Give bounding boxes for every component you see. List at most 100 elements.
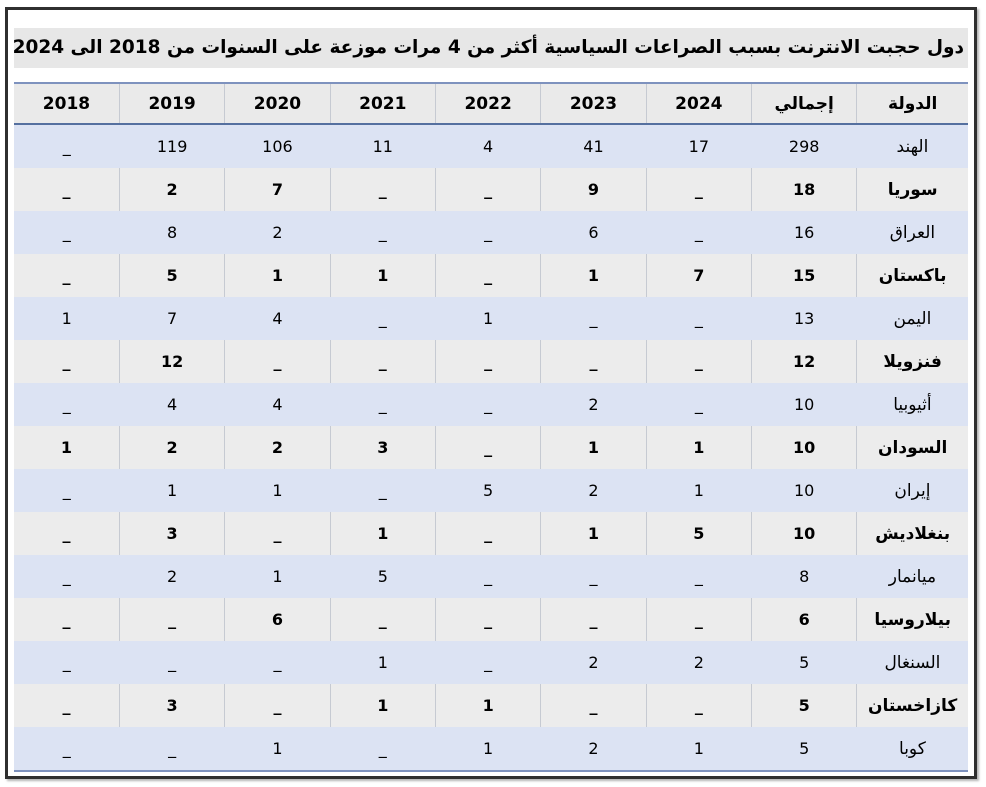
table-row: السودان 10 1 1 _ 3 2 2 1 xyxy=(14,426,968,469)
country-cell: العراق xyxy=(856,211,968,254)
header-row: الدولة إجمالي 2024 2023 2022 2021 2020 2019 2018 xyxy=(14,82,968,125)
value-cell: 18 xyxy=(751,168,858,211)
value-cell: 12 xyxy=(751,340,858,383)
value-cell: _ xyxy=(14,727,120,772)
value-cell: _ xyxy=(435,254,542,297)
country-cell: بيلاروسيا xyxy=(856,598,968,641)
value-cell: 41 xyxy=(540,124,647,168)
value-cell: _ xyxy=(330,168,436,211)
value-cell: _ xyxy=(540,598,647,641)
value-cell: _ xyxy=(330,383,436,426)
value-cell: 1 xyxy=(330,512,436,555)
value-cell: 3 xyxy=(119,512,226,555)
table-row: ميانمار 8 _ _ _ 5 1 2 _ xyxy=(14,555,968,598)
value-cell: 12 xyxy=(119,340,226,383)
value-cell: 6 xyxy=(224,598,331,641)
value-cell: 6 xyxy=(751,598,858,641)
value-cell: _ xyxy=(119,727,225,772)
value-cell: 10 xyxy=(751,383,857,426)
value-cell: _ xyxy=(119,641,225,684)
value-cell: 15 xyxy=(751,254,858,297)
table-row: إيران 10 1 2 5 _ 1 1 _ xyxy=(14,469,968,512)
table-row: كوبا 5 1 2 1 _ 1 _ _ xyxy=(14,727,968,772)
value-cell: 1 xyxy=(119,469,225,512)
value-cell: 2 xyxy=(119,555,225,598)
value-cell: 7 xyxy=(224,168,331,211)
value-cell: 2 xyxy=(119,426,226,469)
value-cell: 2 xyxy=(646,641,752,684)
table-row: بيلاروسيا 6 _ _ _ _ 6 _ _ xyxy=(14,598,968,641)
value-cell: _ xyxy=(435,555,541,598)
value-cell: _ xyxy=(119,598,226,641)
value-cell: _ xyxy=(646,598,753,641)
country-cell: سوريا xyxy=(856,168,968,211)
value-cell: _ xyxy=(435,211,541,254)
table-row: فنزويلا 12 _ _ _ _ _ 12 _ xyxy=(14,340,968,383)
country-cell: بنغلاديش xyxy=(856,512,968,555)
value-cell: _ xyxy=(224,684,331,727)
table-row: العراق 16 _ 6 _ _ 2 8 _ xyxy=(14,211,968,254)
value-cell: 4 xyxy=(119,383,225,426)
column-header: 2018 xyxy=(14,82,120,125)
value-cell: _ xyxy=(224,340,331,383)
value-cell: 1 xyxy=(330,684,436,727)
table-row: بنغلاديش 10 5 1 _ 1 _ 3 _ xyxy=(14,512,968,555)
value-cell: _ xyxy=(435,641,541,684)
country-cell: ميانمار xyxy=(856,555,968,598)
value-cell: _ xyxy=(646,340,753,383)
value-cell: 4 xyxy=(224,383,331,426)
value-cell: 5 xyxy=(751,727,857,772)
value-cell: 5 xyxy=(435,469,541,512)
value-cell: 17 xyxy=(646,124,752,168)
value-cell: 5 xyxy=(646,512,753,555)
value-cell: _ xyxy=(14,555,120,598)
value-cell: 7 xyxy=(646,254,753,297)
value-cell: _ xyxy=(14,340,120,383)
value-cell: _ xyxy=(14,641,120,684)
value-cell: 8 xyxy=(751,555,857,598)
country-cell: إيران xyxy=(856,469,968,512)
value-cell: 5 xyxy=(751,641,857,684)
value-cell: 2 xyxy=(224,211,331,254)
value-cell: 5 xyxy=(751,684,858,727)
value-cell: _ xyxy=(330,211,436,254)
value-cell: 1 xyxy=(646,426,753,469)
internet-shutdowns-table: الدولة إجمالي 2024 2023 2022 2021 2020 2019 2018… xyxy=(14,82,968,772)
column-header: إجمالي xyxy=(751,82,858,125)
country-cell: السودان xyxy=(856,426,968,469)
value-cell: _ xyxy=(646,168,753,211)
value-cell: _ xyxy=(224,641,331,684)
value-cell: 1 xyxy=(540,512,647,555)
value-cell: 1 xyxy=(330,254,436,297)
table-row: السنغال 5 2 2 _ 1 _ _ _ xyxy=(14,641,968,684)
value-cell: 4 xyxy=(435,124,541,168)
country-cell: باكستان xyxy=(856,254,968,297)
value-cell: _ xyxy=(14,598,120,641)
table-row: أثيوبيا 10 _ 2 _ _ 4 4 _ xyxy=(14,383,968,426)
value-cell: 1 xyxy=(540,254,647,297)
country-cell: فنزويلا xyxy=(856,340,968,383)
table-body: الهند 298 17 41 4 11 106 119 _ سوريا 18 _ 9 _ _ 7 2 _ العر… xyxy=(14,124,968,772)
value-cell: 2 xyxy=(540,469,647,512)
value-cell: 1 xyxy=(646,469,752,512)
value-cell: 1 xyxy=(224,555,331,598)
value-cell: _ xyxy=(435,512,542,555)
table-row: اليمن 13 _ _ 1 _ 4 7 1 xyxy=(14,297,968,340)
value-cell: 1 xyxy=(435,297,541,340)
table-row: كازاخستان 5 _ _ 1 1 _ 3 _ xyxy=(14,684,968,727)
value-cell: 2 xyxy=(540,383,647,426)
value-cell: _ xyxy=(646,383,752,426)
value-cell: 2 xyxy=(119,168,226,211)
value-cell: 1 xyxy=(224,469,331,512)
value-cell: 8 xyxy=(119,211,225,254)
value-cell: 9 xyxy=(540,168,647,211)
value-cell: _ xyxy=(330,340,436,383)
value-cell: _ xyxy=(646,555,752,598)
value-cell: 7 xyxy=(119,297,225,340)
value-cell: 10 xyxy=(751,512,858,555)
country-cell: الهند xyxy=(856,124,968,168)
value-cell: 5 xyxy=(330,555,436,598)
column-header-country: الدولة xyxy=(856,82,968,125)
value-cell: 3 xyxy=(330,426,436,469)
value-cell: 1 xyxy=(435,727,541,772)
